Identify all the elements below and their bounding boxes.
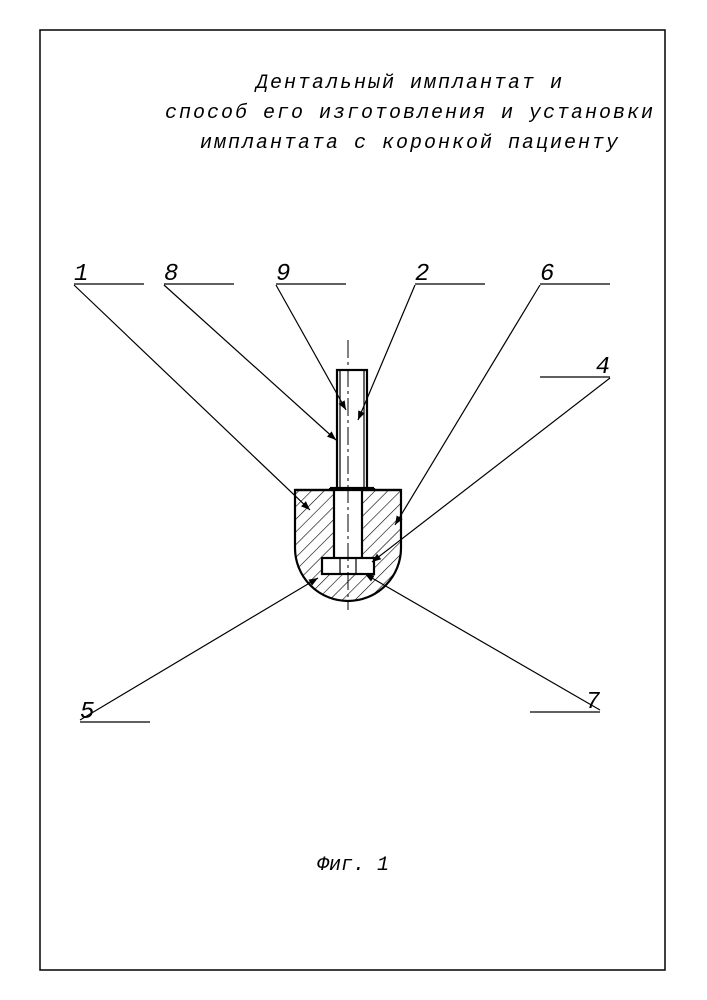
ref-label-6: 6 — [540, 261, 554, 288]
title-line-2: имплантата с коронкой пациенту — [200, 132, 620, 155]
ref-label-4: 4 — [596, 354, 610, 381]
ref-label-7: 7 — [586, 689, 601, 716]
title-line-0: Дентальный имплантат и — [254, 72, 564, 95]
ref-label-8: 8 — [164, 261, 178, 288]
ref-label-9: 9 — [276, 261, 290, 288]
title-line-1: способ его изготовления и установки — [165, 102, 655, 125]
ref-label-2: 2 — [415, 261, 429, 288]
figure-caption: Фиг. 1 — [317, 854, 389, 877]
ref-label-1: 1 — [74, 261, 88, 288]
implant-diagram — [74, 285, 610, 720]
ref-label-5: 5 — [80, 699, 94, 726]
